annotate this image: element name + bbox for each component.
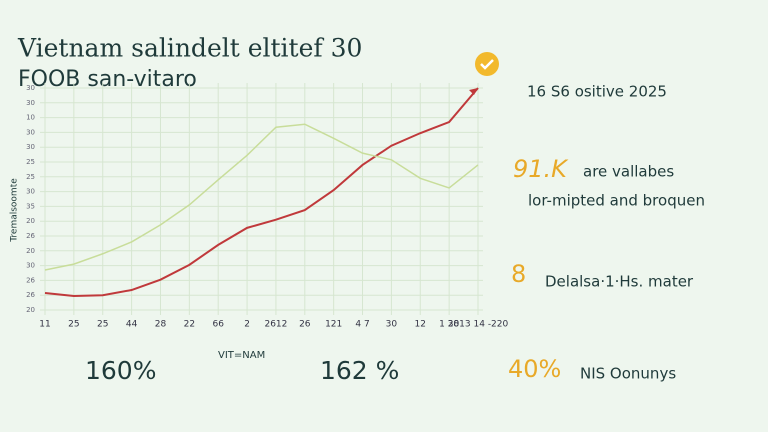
stat-text: lor-mipted and broquen (528, 192, 705, 210)
y-tick-label: 25 (26, 173, 35, 181)
check-icon (475, 52, 499, 76)
x-tick-label: 12 (415, 320, 426, 330)
y-tick-label: 30 (26, 262, 35, 270)
check-mark (480, 59, 494, 70)
bottom-label: VIT=NAM (218, 350, 265, 361)
y-tick-label: 25 (26, 158, 35, 166)
y-tick-label: 26 (26, 232, 35, 240)
y-tick-label: 30 (26, 143, 35, 151)
chart-title: Vietnam salindelt eltitef 30 (17, 34, 362, 63)
stat-text: NIS Oonunys (580, 365, 676, 383)
stat-text: 16 S6 ositive 2025 (527, 83, 667, 101)
y-tick-label: 30 (26, 99, 35, 107)
bottom-stat: 160% (85, 356, 156, 385)
x-tick-label: 26 (299, 320, 311, 330)
x-tick-label: 30 (386, 320, 398, 330)
stat-big: 40% (508, 355, 561, 383)
bottom-stat: 162 % (320, 356, 399, 385)
stat-text: Delalsa·1·Hs. mater (545, 273, 694, 291)
x-tick-label: 11 (39, 320, 50, 330)
stat-big: 91.K (513, 155, 569, 183)
data-line (44, 87, 479, 297)
x-tick-label: 121 (325, 320, 342, 330)
x-tick-label: 22 (184, 320, 195, 330)
x-tick-label: 25 (68, 320, 79, 330)
stat-big: 8 (511, 260, 526, 288)
y-tick-label: 30 (26, 128, 35, 136)
y-tick-label: 20 (26, 306, 35, 314)
x-tick-label: 66 (212, 320, 224, 330)
y-tick-label: 26 (26, 291, 35, 299)
x-tick-label: 28 (155, 320, 167, 330)
y-tick-label: 26 (26, 276, 35, 284)
y-axis-label: Tremalsoomte (10, 178, 20, 243)
x-tick-label: 44 (126, 320, 138, 330)
y-tick-label: 10 (26, 114, 35, 122)
x-tick-label: 4 7 (355, 320, 369, 330)
x-tick-label: 2612 (264, 320, 287, 330)
data-line (44, 123, 479, 271)
arrow-head (469, 88, 478, 95)
y-tick-label: 30 (26, 84, 35, 92)
y-tick-label: 35 (26, 202, 35, 210)
y-tick-label: 30 (26, 188, 35, 196)
y-tick-label: 20 (26, 247, 35, 255)
x-tick-label: 2013 14 -220 (448, 320, 509, 330)
x-tick-label: 1 38 (439, 320, 459, 330)
x-tick-label: 2 (244, 320, 250, 330)
stat-text: are vallabes (583, 163, 674, 181)
y-tick-label: 20 (26, 217, 35, 225)
x-tick-label: 25 (97, 320, 108, 330)
